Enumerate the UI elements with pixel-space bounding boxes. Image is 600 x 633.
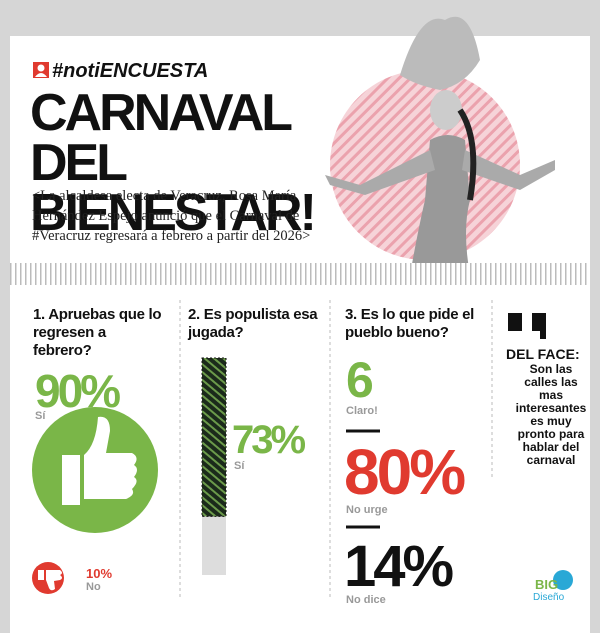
dancer [325, 16, 555, 275]
question: 2. Es populista esa jugada? [188, 306, 318, 341]
bar [201, 357, 227, 517]
answer-label: Sí [35, 410, 46, 422]
answer-value: 80% [344, 436, 466, 508]
answer-label: Claro! [346, 405, 378, 417]
question: 1. Apruebas que lo regresen a febrero? [33, 306, 162, 359]
answer-label: Sí [234, 460, 245, 472]
question: 3. Es lo que pide el pueblo bueno? [345, 306, 475, 341]
answer-value: 90% [35, 365, 121, 417]
answer-label: No [86, 581, 101, 593]
answer-value: 10% [86, 566, 113, 581]
answer-value: 73% [232, 418, 306, 462]
comment-title: DEL FACE: [506, 346, 580, 362]
comment-text: Son las calles las mas interesantes es m… [515, 362, 587, 467]
subtitle: <La alcaldesa electa de Veracruz, Rosa M… [32, 188, 311, 244]
logo-name: BIG [535, 577, 559, 592]
answer-value: 14% [344, 534, 454, 599]
answer-label: No dice [346, 594, 386, 606]
answer-value: 6 [346, 352, 374, 408]
logo-subtitle: Diseño [533, 592, 565, 603]
tag: #notiENCUESTA [52, 60, 209, 82]
title: CARNAVAL DEL BIENESTAR! [30, 84, 317, 242]
answer-label: No urge [346, 504, 388, 516]
